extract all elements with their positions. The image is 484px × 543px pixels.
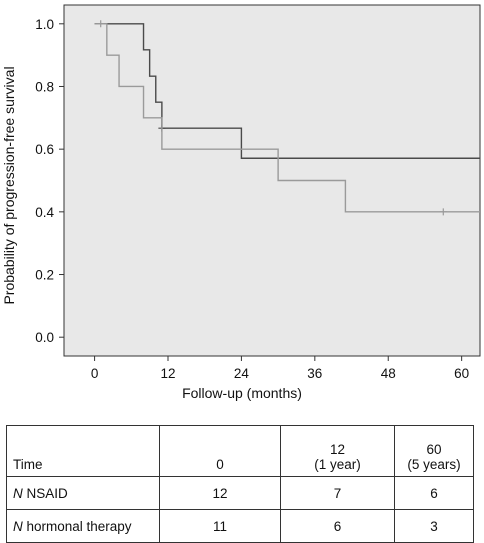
x-tick-label: 36 <box>307 366 322 381</box>
table-cell: 3 <box>394 509 474 543</box>
row-label-text: NSAID <box>22 485 68 501</box>
x-tick-label: 0 <box>91 366 99 381</box>
row-label-prefix: N <box>13 485 23 501</box>
y-tick-label: 0.4 <box>35 205 54 220</box>
time-12-caption: (1 year) <box>314 457 361 472</box>
time-60-header: 60 (5 years) <box>394 425 474 477</box>
censor-mark <box>97 20 105 28</box>
y-tick-label: 0.6 <box>35 142 54 157</box>
table-cell: 12 <box>159 476 281 510</box>
x-tick-label: 60 <box>454 366 469 381</box>
number-at-risk-table: Time 0 12 (1 year) 60 (5 years) N NSAID … <box>6 425 474 543</box>
table-row: N NSAID 12 7 6 <box>6 476 474 510</box>
row-label-prefix: N <box>13 518 23 534</box>
row-label-text: hormonal therapy <box>22 518 132 534</box>
km-chart: 0 12 24 36 48 60 0.0 0.2 0.4 0.6 0.8 1.0 Follow-up … <box>1 4 481 401</box>
row-label: N hormonal therapy <box>6 509 160 543</box>
plot-area <box>63 4 481 357</box>
axes: 0 12 24 36 48 60 0.0 0.2 0.4 0.6 0.8 1.0 <box>35 17 469 381</box>
x-tick-label: 24 <box>234 366 250 381</box>
table-cell: 6 <box>394 476 474 510</box>
y-tick-label: 1.0 <box>35 17 54 32</box>
survival-curve-1 <box>94 23 480 159</box>
series-layer <box>94 20 480 216</box>
time-12-value: 12 <box>329 442 346 457</box>
y-tick-label: 0.8 <box>35 79 54 94</box>
table-header-row: Time 0 12 (1 year) 60 (5 years) <box>6 425 474 477</box>
time-header: Time <box>6 425 160 477</box>
time-0-header: 0 <box>159 425 281 477</box>
row-label: N NSAID <box>6 476 160 510</box>
x-tick-label: 12 <box>160 366 175 381</box>
time-12-header: 12 (1 year) <box>280 425 395 477</box>
x-axis-label: Follow-up (months) <box>182 385 302 401</box>
table-cell: 7 <box>280 476 395 510</box>
table-cell: 6 <box>280 509 395 543</box>
y-axis-label: Probability of progression-free survival <box>1 66 17 304</box>
y-tick-label: 0.2 <box>35 268 54 283</box>
x-tick-label: 48 <box>381 366 396 381</box>
time-60-value: 60 <box>426 442 442 457</box>
time-60-caption: (5 years) <box>407 457 461 472</box>
survival-curve-2 <box>94 23 480 213</box>
y-tick-label: 0.0 <box>35 330 54 345</box>
table-row: N hormonal therapy 11 6 3 <box>6 509 474 543</box>
censor-mark <box>439 208 447 216</box>
